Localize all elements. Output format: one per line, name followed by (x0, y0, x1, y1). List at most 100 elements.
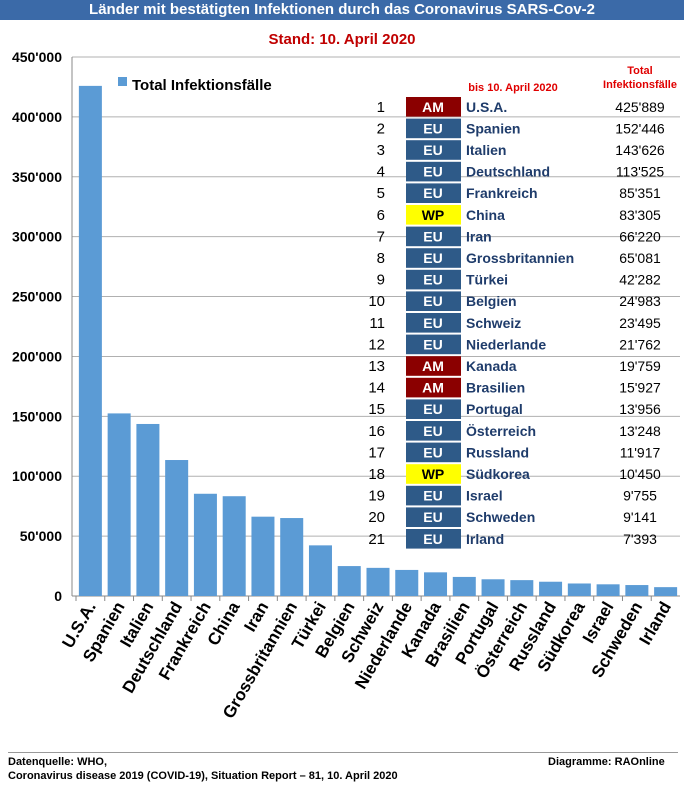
table-rank: 15 (368, 401, 385, 418)
region-badge-label: AM (422, 380, 444, 396)
table-country: Deutschland (466, 164, 550, 180)
table-total: 83'305 (619, 207, 661, 223)
bar-frankreich (193, 493, 217, 596)
table-country: Spanien (466, 120, 520, 136)
table-rank: 12 (368, 336, 385, 353)
table-country: Russland (466, 444, 529, 460)
region-badge-label: EU (423, 423, 442, 439)
bar-schweden (625, 585, 649, 596)
table-rank: 6 (377, 207, 385, 224)
region-badge-eu (406, 248, 461, 268)
chart-title: Länder mit bestätigten Infektionen durch… (0, 0, 684, 20)
legend-label: Total Infektionsfälle (132, 77, 272, 94)
region-badge-label: EU (423, 401, 442, 417)
table-rank: 5 (377, 185, 385, 202)
table-country: Belgien (466, 293, 517, 309)
table-country: Iran (466, 228, 492, 244)
table-rank: 10 (368, 293, 385, 310)
table-total: 13'248 (619, 423, 661, 439)
table-country: Irland (466, 531, 504, 547)
table-header-total-line2: Infektionsfälle (603, 79, 677, 91)
bar-spanien (107, 413, 131, 596)
region-badge-am (406, 377, 461, 398)
table-country: Schweiz (466, 315, 521, 331)
region-badge-label: EU (423, 120, 442, 136)
table-rank: 19 (368, 488, 385, 505)
table-total: 152'446 (615, 120, 665, 136)
table-country: Grossbritannien (466, 250, 574, 266)
region-badge-label: EU (423, 185, 442, 201)
bar-kanada (424, 572, 448, 596)
table-rank: 7 (377, 228, 385, 245)
table-rank: 11 (369, 315, 385, 332)
region-badge-label: EU (423, 293, 442, 309)
region-badge-label: EU (423, 444, 442, 460)
region-badge-eu (406, 183, 461, 203)
table-rank: 2 (377, 120, 385, 137)
bar-grossbritannien (280, 518, 304, 596)
table-country: Frankreich (466, 185, 538, 201)
table-rank: 17 (368, 444, 385, 461)
table-rank: 20 (368, 509, 385, 526)
region-badge-label: EU (423, 488, 442, 504)
table-rank: 16 (368, 423, 385, 440)
region-badge-label: EU (423, 336, 442, 352)
region-badge-eu (406, 421, 461, 441)
table-header-date: bis 10. April 2020 (468, 82, 557, 94)
table-country: Portugal (466, 401, 523, 417)
region-badge-eu (406, 529, 461, 549)
region-badge-wp (406, 205, 461, 225)
region-badge-eu (406, 313, 461, 333)
y-tick-label: 300'000 (12, 229, 62, 245)
y-tick-label: 0 (54, 588, 62, 604)
table-header-total-line1: Total (627, 65, 652, 77)
table-total: 66'220 (619, 228, 661, 244)
table-total: 143'626 (615, 142, 665, 158)
bar--sterreich (510, 580, 534, 596)
y-tick-label: 450'000 (12, 49, 62, 65)
region-badge-label: EU (423, 531, 442, 547)
region-badge-eu (406, 442, 461, 463)
table-rank: 3 (377, 142, 385, 159)
region-badge-label: EU (423, 142, 442, 158)
table-rank: 1 (377, 99, 385, 116)
table-total: 85'351 (619, 185, 661, 201)
table-total: 425'889 (615, 99, 665, 115)
footer-source-line1: Datenquelle: WHO, (8, 756, 108, 768)
table-total: 42'282 (619, 272, 661, 288)
table-rank: 14 (368, 380, 385, 397)
table-country: Italien (466, 142, 506, 158)
bar-chart: 0 50'000 100'000 150'000 200'000 250'000 300'0… (12, 49, 680, 722)
y-tick-label: 50'000 (20, 528, 62, 544)
table-rank: 18 (368, 466, 385, 483)
bar-schweiz (366, 567, 390, 596)
table-country: China (466, 207, 505, 223)
table-country: Österreich (466, 423, 536, 439)
bar-deutschland (165, 460, 189, 596)
table-rank: 4 (377, 164, 385, 181)
region-badge-wp (406, 464, 461, 484)
region-badge-label: EU (423, 228, 442, 244)
bar-italien (136, 423, 160, 596)
region-badge-am (406, 356, 461, 376)
table-country: Kanada (466, 358, 517, 374)
table-total: 13'956 (619, 401, 661, 417)
y-tick-label: 350'000 (12, 169, 62, 185)
y-tick-label: 400'000 (12, 109, 62, 125)
footer-divider (8, 752, 678, 753)
bar-iran (251, 516, 275, 596)
table-total: 11'917 (620, 444, 661, 460)
region-badge-label: EU (423, 509, 442, 525)
y-tick-label: 100'000 (12, 468, 62, 484)
region-badge-label: AM (422, 358, 444, 374)
table-country: Schweden (466, 509, 535, 525)
bar-t-rkei (308, 545, 332, 596)
table-total: 9'141 (623, 509, 657, 525)
y-tick-label: 150'000 (12, 408, 62, 424)
table-country: Türkei (466, 272, 508, 288)
region-badge-eu (406, 269, 461, 290)
table-total: 21'762 (619, 336, 661, 352)
table-total: 65'081 (619, 250, 661, 266)
region-badge-label: EU (423, 164, 442, 180)
region-badge-eu (406, 118, 461, 139)
